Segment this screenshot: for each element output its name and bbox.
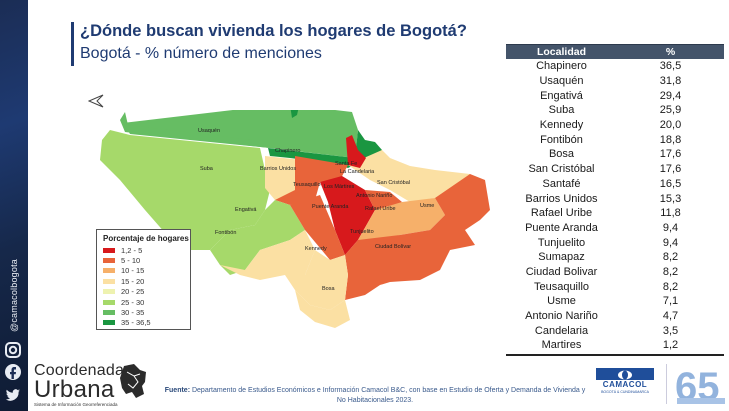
- facebook-icon[interactable]: [4, 363, 24, 381]
- map-label-chapinero: Chapinero: [275, 148, 300, 154]
- legend-item: 25 - 30: [103, 297, 184, 307]
- map-label-kennedy: Kennedy: [305, 246, 327, 252]
- page-title: ¿Dónde buscan vivienda los hogares de Bo…: [80, 22, 467, 40]
- source-note: Fuente: Departamento de Estudios Económi…: [164, 387, 586, 404]
- twitter-icon[interactable]: [4, 386, 24, 404]
- table-row: Rafael Uribe 11,8: [530, 207, 681, 220]
- legend-swatch: [103, 268, 115, 274]
- coordenada-urbana-logo: Coordenada Urbana Sistema de Información…: [34, 362, 146, 408]
- map-region-engativa: [210, 200, 305, 275]
- instagram-icon[interactable]: [4, 341, 24, 359]
- anniversary-65-logo: 65: [675, 365, 725, 408]
- camacol-logo: CAMACOL BOGOTÁ & CUNDINAMARCA: [596, 368, 654, 396]
- table-row: Santafé 16,5: [542, 177, 682, 190]
- table-row: Tunjuelito 9,4: [537, 236, 679, 249]
- legend-swatch: [103, 310, 115, 316]
- map-region-bosa: [295, 290, 350, 328]
- map-label-martires: Los Mártires: [324, 184, 355, 190]
- bogota-map: Usaquén Chapinero Suba Barrios Unidos Sa…: [100, 110, 490, 328]
- legend-title: Porcentaje de hogares: [103, 234, 189, 243]
- map-region-fontibon: [220, 230, 315, 280]
- title-accent-bar: [71, 22, 74, 66]
- map-label-ciudad-bolivar: Ciudad Bolívar: [375, 244, 411, 250]
- map-label-antonio-narino: Antonio Nariño: [356, 193, 392, 199]
- legend-swatch: [103, 247, 115, 253]
- social-handle[interactable]: @camacolbogota: [9, 259, 19, 332]
- map-region-teusaquillo: [275, 156, 348, 205]
- localidad-table: Localidad % Chapinero 36,5 Usaquén 31,8 En…: [506, 44, 724, 356]
- page-subtitle: Bogotá - % número de menciones: [80, 45, 322, 62]
- legend-item: 10 - 15: [103, 266, 184, 276]
- north-arrow-icon: [88, 94, 104, 108]
- map-label-rafael-uribe: Rafael Uribe: [365, 206, 396, 212]
- map-label-candelaria: La Candelaria: [340, 169, 375, 175]
- colombia-map-icon: [120, 364, 146, 398]
- map-label-puente-aranda: Puente Aranda: [312, 204, 349, 210]
- table-row: Kennedy 20,0: [539, 119, 682, 132]
- map-label-bosa: Bosa: [322, 286, 335, 292]
- map-region-candelaria: [346, 135, 366, 168]
- table-row: Usaquén 31,8: [539, 75, 682, 88]
- map-label-engativa: Engativá: [235, 207, 257, 213]
- legend-item: 35 - 36,5: [103, 318, 184, 328]
- map-region-antonio-narino: [365, 190, 402, 215]
- map-label-santa-fe: Santa Fe: [335, 161, 357, 167]
- legend-swatch: [103, 289, 115, 295]
- map-label-tunjuelito: Tunjuelito: [350, 229, 374, 235]
- sidebar: @camacolbogota: [0, 0, 28, 411]
- map-region-san-cristobal: [348, 150, 470, 202]
- legend-item: 20 - 25: [103, 287, 184, 297]
- legend-swatch: [103, 258, 115, 264]
- map-label-usaquen: Usaquén: [198, 128, 220, 134]
- map-region-kennedy: [285, 250, 348, 310]
- column-header-percent: %: [665, 46, 676, 58]
- map-label-barrios-unidos: Barrios Unidos: [260, 166, 296, 172]
- column-header-localidad: Localidad: [536, 46, 586, 58]
- legend-item: 30 - 35: [103, 307, 184, 317]
- legend-swatch: [103, 278, 115, 284]
- map-label-usme: Usme: [420, 203, 434, 209]
- map-region-usaquen: [123, 110, 358, 158]
- legend-item: 1,2 - 5: [103, 245, 184, 255]
- table-row: Fontibón 18,8: [540, 133, 682, 146]
- legend-item: 15 - 20: [103, 276, 184, 286]
- table-row: Engativá 29,4: [540, 89, 682, 102]
- map-region-usme: [345, 174, 490, 300]
- legend-item: 5 - 10: [103, 255, 184, 265]
- table-row: Usme 7,1: [547, 295, 679, 308]
- table-row: Chapinero 36,5: [536, 60, 682, 73]
- map-label-san-cristobal: San Cristóbal: [377, 180, 410, 186]
- map-legend: Porcentaje de hogares 1,2 - 5 5 - 10 10 …: [96, 229, 191, 330]
- footer-divider: [666, 364, 667, 404]
- map-region-rafael-uribe: [358, 198, 445, 240]
- map-region-puente-aranda: [290, 195, 345, 260]
- table-row: Sumapaz 8,2: [538, 251, 679, 264]
- table-row: Puente Aranda 9,4: [525, 221, 679, 234]
- map-region-martires: [320, 176, 375, 255]
- map-region-suba: [100, 130, 270, 250]
- map-label-teusaquillo: Teusaquillo: [293, 182, 321, 188]
- map-label-fontibon: Fontibón: [215, 230, 236, 236]
- legend-swatch: [103, 299, 115, 305]
- table-row: Antonio Nariño 4,7: [525, 310, 679, 323]
- table-bottom-rule: [506, 353, 724, 356]
- table-row: Ciudad Bolivar 8,2: [525, 265, 679, 278]
- legend-swatch: [103, 320, 115, 326]
- table-row: Teusaquillo 8,2: [533, 280, 679, 293]
- table-header: Localidad %: [506, 44, 724, 59]
- table-row: Suba 25,9: [548, 104, 682, 117]
- map-label-suba: Suba: [200, 166, 214, 172]
- table-row: Candelaria 3,5: [534, 324, 679, 337]
- table-row: Barrios Unidos 15,3: [525, 192, 682, 205]
- table-row: Bosa 17,6: [548, 148, 682, 161]
- table-row: Martires 1,2: [541, 339, 679, 352]
- table-row: San Cristóbal 17,6: [528, 163, 682, 176]
